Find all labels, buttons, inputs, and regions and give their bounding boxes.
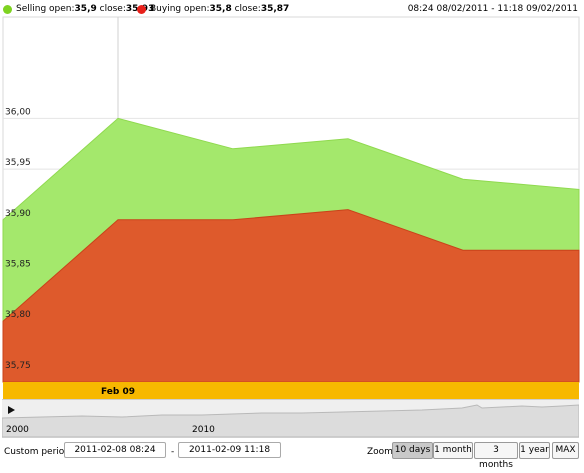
chart: 36,00 35,95 35,90 35,85 35,80 35,75 Feb 09 bbox=[2, 16, 580, 399]
custom-period-label: Custom period: bbox=[4, 447, 74, 457]
zoom-label: Zoom: bbox=[367, 447, 396, 457]
zoom-1-year-button[interactable]: 1 year bbox=[519, 442, 550, 459]
date-band bbox=[3, 382, 579, 399]
selling-dot-icon bbox=[3, 4, 12, 14]
zoom-1-month-button[interactable]: 1 month bbox=[433, 442, 473, 459]
y-tick-label: 36,00 bbox=[5, 107, 31, 117]
y-tick-label: 35,85 bbox=[5, 259, 31, 269]
legend-item-buying[interactable]: Buying open: 35,8 close: 35,87 bbox=[137, 3, 289, 15]
navigator-year-2000: 2000 bbox=[6, 425, 29, 435]
navigator[interactable]: 2000 2010 bbox=[2, 399, 579, 438]
legend-selling-open: 35,9 bbox=[74, 4, 97, 14]
period-to-input[interactable] bbox=[178, 442, 281, 458]
legend-buying-close: 35,87 bbox=[260, 4, 290, 14]
y-tick-label: 35,75 bbox=[5, 361, 31, 371]
legend: Selling open:35,9 close:35,93 Buying ope… bbox=[0, 0, 584, 17]
x-tick-label: Feb 09 bbox=[101, 387, 135, 397]
play-icon[interactable] bbox=[8, 406, 15, 414]
y-axis-labels: 36,00 35,95 35,90 35,85 35,80 35,75 bbox=[5, 107, 31, 370]
date-range-label: 08:24 08/02/2011 - 11:18 09/02/2011 bbox=[407, 4, 578, 14]
zoom-max-button[interactable]: MAX bbox=[552, 442, 579, 459]
period-separator: - bbox=[171, 447, 175, 457]
legend-item-selling[interactable]: Selling open:35,9 close:35,93 bbox=[3, 3, 154, 15]
navigator-sparkline bbox=[2, 404, 579, 437]
legend-buying-close-label: close: bbox=[234, 4, 261, 14]
buying-dot-icon bbox=[137, 4, 146, 14]
buying-area bbox=[2, 209, 580, 383]
legend-selling-close-label: close: bbox=[99, 4, 126, 14]
legend-buying-open-label: open: bbox=[184, 4, 210, 14]
legend-buying-label: Buying bbox=[150, 4, 182, 14]
legend-selling-label: Selling bbox=[16, 4, 47, 14]
controls-bar: Custom period: - Zoom: 10 days 1 month 3… bbox=[0, 441, 584, 470]
zoom-10-days-button[interactable]: 10 days bbox=[392, 442, 433, 459]
y-tick-label: 35,80 bbox=[5, 310, 31, 320]
period-from-input[interactable] bbox=[64, 442, 166, 458]
legend-selling-open-label: open: bbox=[49, 4, 75, 14]
y-tick-label: 35,95 bbox=[5, 158, 31, 168]
legend-buying-open: 35,8 bbox=[209, 4, 232, 14]
y-tick-label: 35,90 bbox=[5, 209, 31, 219]
navigator-year-2010: 2010 bbox=[192, 425, 215, 435]
zoom-3-months-button[interactable]: 3 months bbox=[474, 442, 518, 470]
